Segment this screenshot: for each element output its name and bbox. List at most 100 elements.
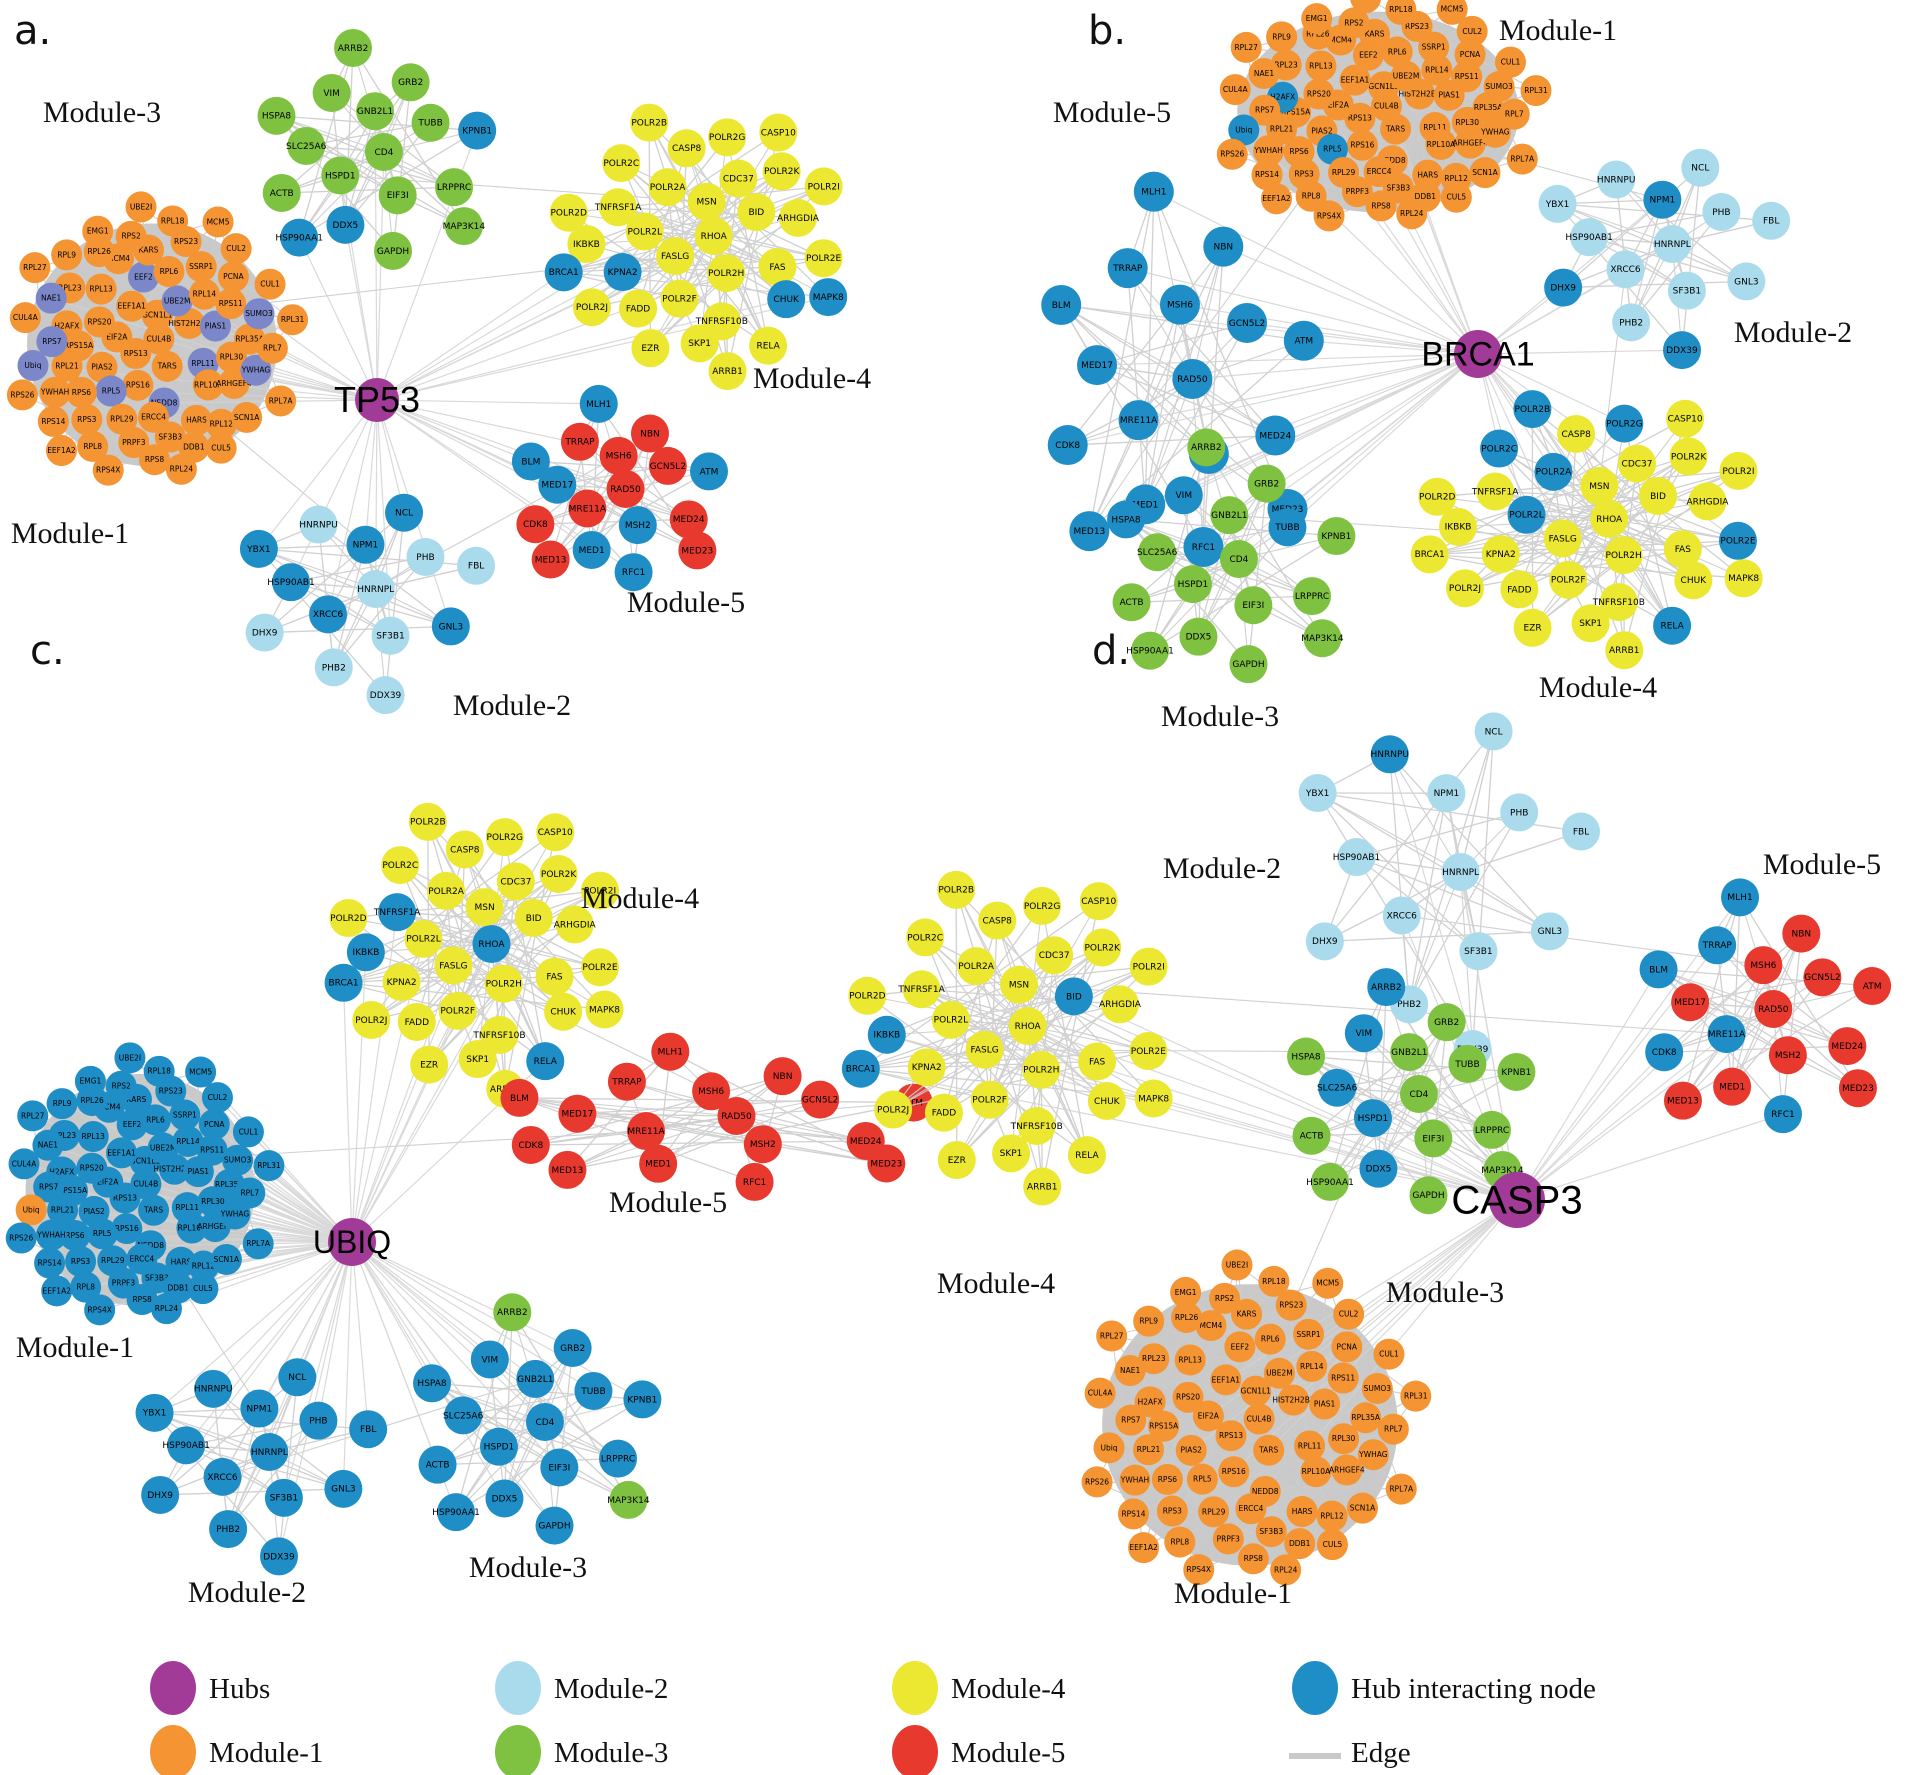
network-node — [161, 285, 193, 317]
node-label: RPS2 — [1344, 18, 1363, 27]
network-node — [188, 278, 220, 310]
node-label: MCM5 — [207, 217, 230, 226]
network-node — [719, 159, 758, 198]
edge — [351, 952, 367, 1243]
network-node — [153, 256, 185, 288]
network-node — [187, 1273, 219, 1305]
node-label: POLR2D — [550, 209, 587, 219]
network-node — [349, 1410, 388, 1449]
node-label: EEF1A2 — [47, 446, 76, 455]
node-label: DDB1 — [168, 1283, 190, 1292]
node-label: RPL7 — [240, 1188, 259, 1197]
network-node — [231, 401, 263, 433]
node-label: GRB2 — [1434, 1018, 1459, 1028]
node-label: POLR2L — [934, 1016, 969, 1026]
node-label: POLR2F — [972, 1096, 1007, 1106]
node-label: KPNB1 — [1501, 1068, 1531, 1078]
network-node — [656, 237, 695, 276]
network-node — [1418, 31, 1450, 63]
node-label: RPL29 — [1332, 168, 1356, 177]
edge — [344, 47, 354, 225]
edge — [154, 1412, 270, 1453]
edge — [1658, 968, 1789, 1056]
node-label: TRRAP — [1702, 941, 1733, 951]
node-label: YBX1 — [1305, 789, 1330, 799]
network-node — [1396, 198, 1428, 230]
node-label: MAP3K14 — [607, 1496, 650, 1506]
node-label: ARRB1 — [1027, 1182, 1058, 1192]
module-label: Module-3 — [469, 1551, 587, 1584]
network-node — [1557, 415, 1596, 454]
network-node — [1590, 500, 1629, 538]
network-node — [1198, 1496, 1230, 1528]
legend-label: Edge — [1351, 1737, 1411, 1769]
edge — [984, 1049, 1410, 1053]
node-label: RFC1 — [743, 1178, 766, 1188]
node-label: SF3B1 — [1673, 287, 1702, 297]
node-label: RPS20 — [1176, 1393, 1200, 1402]
node-label: RPS23 — [159, 1086, 183, 1095]
network-node — [470, 1340, 509, 1379]
edge — [1233, 1199, 1518, 1473]
network-node — [1357, 1439, 1389, 1471]
node-label: RPL30 — [1332, 1434, 1356, 1443]
network-node — [39, 376, 71, 408]
node-label: RPL11 — [176, 1203, 200, 1212]
node-label: ARRB2 — [1191, 443, 1222, 453]
network-node — [1337, 838, 1376, 877]
node-label: RPS13 — [113, 1193, 137, 1202]
node-label: KPNB1 — [627, 1395, 657, 1405]
network-node — [1534, 452, 1573, 491]
network-node — [553, 1329, 592, 1368]
network-node — [599, 436, 638, 475]
edge — [1460, 830, 1582, 873]
network-node — [707, 254, 746, 293]
node-label: FASLG — [439, 961, 467, 971]
node-label: PIAS1 — [188, 1167, 210, 1176]
network-node — [1317, 517, 1356, 556]
edge — [371, 943, 492, 1021]
node-label: PIAS1 — [1438, 91, 1460, 100]
node-label: CD4 — [1409, 1090, 1428, 1100]
legend-label: Module-4 — [951, 1673, 1066, 1705]
node-label: HSPA8 — [1111, 515, 1140, 525]
node-label: YWHAH — [1120, 1476, 1149, 1485]
node-label: NAE1 — [38, 1141, 58, 1150]
network-node — [404, 919, 443, 958]
edge — [351, 1241, 546, 1423]
network-node — [1138, 1343, 1170, 1375]
network-node — [1296, 1350, 1328, 1382]
node-label: NPM1 — [353, 541, 379, 551]
node-label: RHOA — [1596, 515, 1623, 525]
node-label: EIF3I — [387, 191, 409, 201]
node-label: EIF3I — [548, 1463, 570, 1473]
edge — [298, 237, 378, 401]
node-label: NCL — [1691, 164, 1709, 174]
node-label: FASLG — [970, 1046, 998, 1056]
edge — [1149, 558, 1240, 652]
network-node — [1192, 1400, 1224, 1432]
network-node — [680, 324, 719, 363]
network-node — [1235, 1493, 1267, 1525]
node-label: MCM5 — [189, 1067, 212, 1076]
network-node — [1507, 495, 1546, 534]
node-label: MSN — [697, 198, 717, 208]
network-node — [867, 1015, 906, 1054]
labels: Module-2 Module-5 Module-4 Module-3 Module-1… — [937, 628, 1881, 1610]
edge — [401, 976, 555, 983]
network-node — [1133, 171, 1174, 212]
node-label: MED17 — [1674, 998, 1706, 1008]
module-label: Module-2 — [1163, 852, 1281, 885]
network-node — [1370, 735, 1409, 774]
network-node — [427, 871, 466, 910]
node-label: RPL6 — [160, 267, 179, 276]
network-node — [51, 350, 83, 382]
node-label: MAP3K14 — [443, 222, 486, 232]
node-label: GAPDH — [1232, 660, 1264, 670]
network-node — [1500, 793, 1539, 832]
edge — [553, 1347, 574, 1526]
network-node — [1333, 1298, 1365, 1330]
node-label: RPL24 — [1400, 209, 1424, 218]
node-label: GAPDH — [377, 247, 409, 257]
edge — [1516, 969, 1660, 1201]
